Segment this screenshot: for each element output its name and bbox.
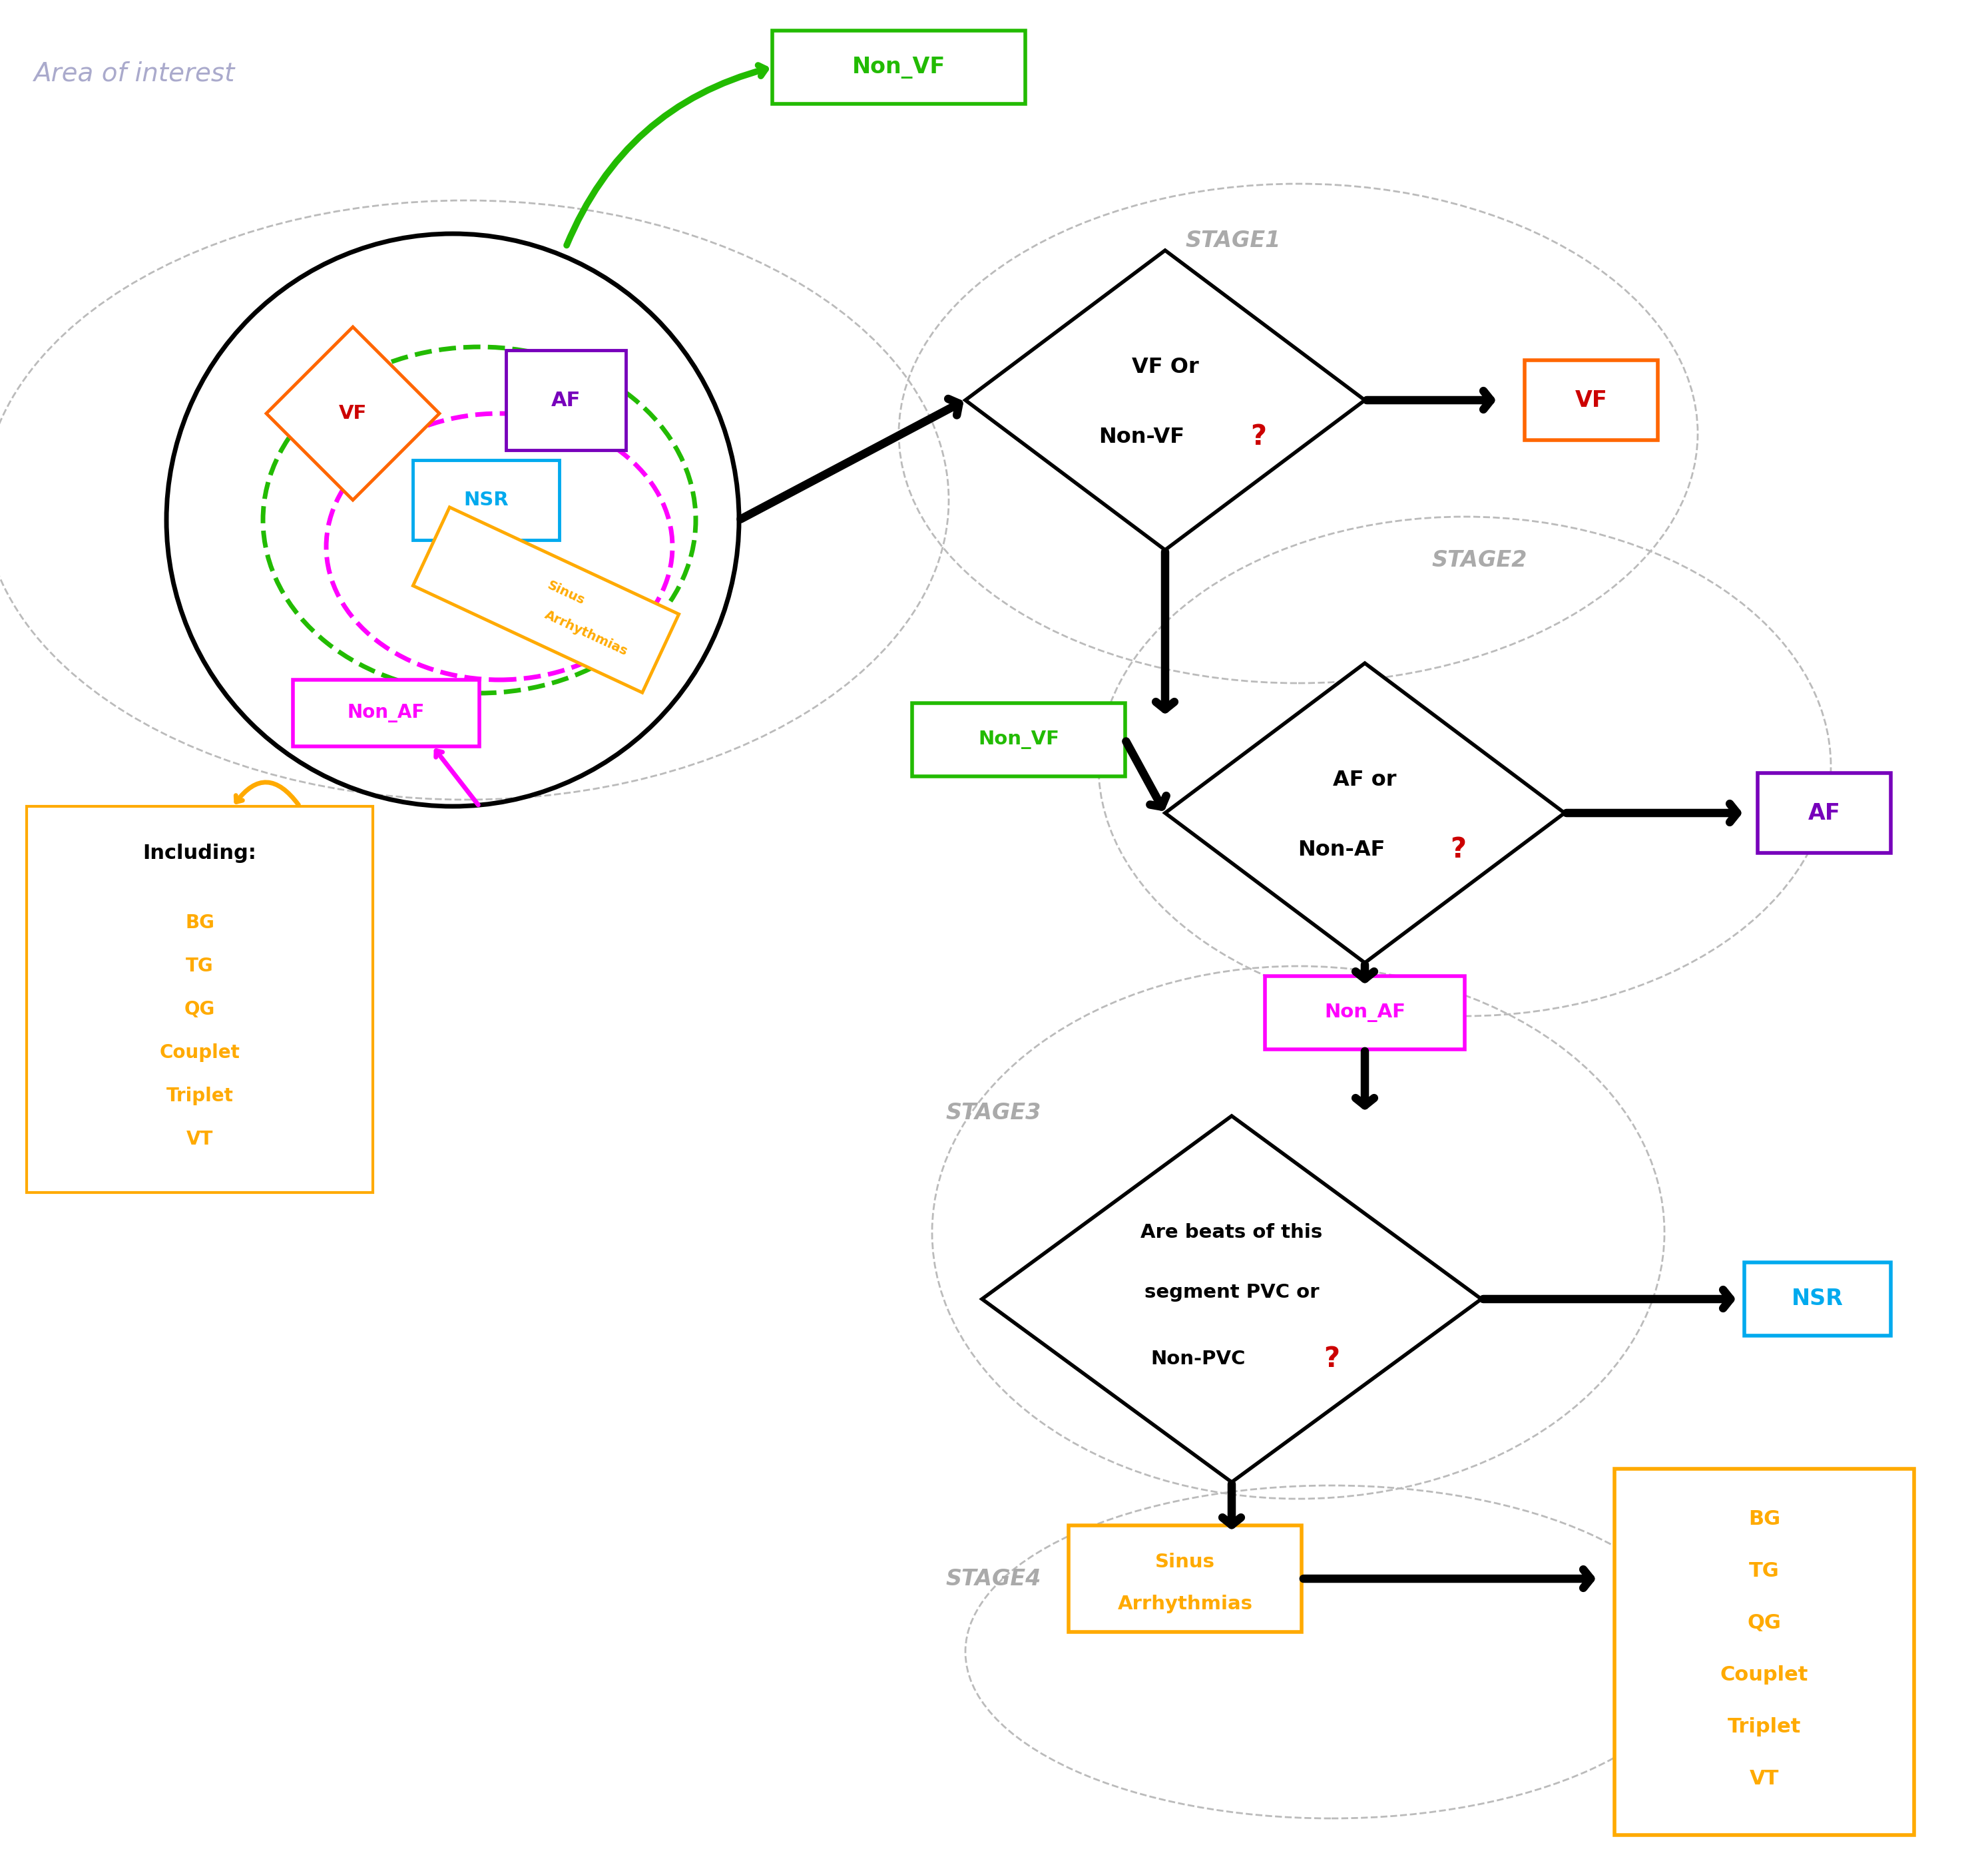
Text: Sinus: Sinus xyxy=(545,580,586,608)
Text: Non-AF: Non-AF xyxy=(1298,839,1386,860)
FancyArrowPatch shape xyxy=(435,752,479,806)
Bar xyxy=(771,30,1026,104)
Text: VT: VT xyxy=(187,1130,213,1149)
Text: Couplet: Couplet xyxy=(159,1043,241,1061)
Polygon shape xyxy=(1165,664,1565,962)
Text: Are beats of this: Are beats of this xyxy=(1141,1223,1322,1242)
Text: STAGE1: STAGE1 xyxy=(1185,229,1280,252)
Text: VF: VF xyxy=(338,405,368,423)
Text: BG: BG xyxy=(1747,1509,1781,1529)
Text: Non_AF: Non_AF xyxy=(348,703,425,722)
Text: STAGE4: STAGE4 xyxy=(946,1568,1042,1591)
Text: QG: QG xyxy=(1747,1613,1781,1632)
Polygon shape xyxy=(266,326,439,500)
Text: NSR: NSR xyxy=(1791,1289,1843,1309)
Text: BG: BG xyxy=(185,914,215,932)
Text: Non_VF: Non_VF xyxy=(978,731,1060,750)
Text: VF: VF xyxy=(1574,390,1608,410)
Polygon shape xyxy=(982,1115,1481,1483)
FancyArrowPatch shape xyxy=(567,65,765,246)
Text: VT: VT xyxy=(1749,1768,1779,1789)
Text: STAGE2: STAGE2 xyxy=(1431,550,1527,571)
Bar xyxy=(1757,772,1891,852)
Text: segment PVC or: segment PVC or xyxy=(1145,1283,1320,1302)
Bar xyxy=(26,806,374,1192)
Polygon shape xyxy=(414,507,678,692)
Text: Non_AF: Non_AF xyxy=(1324,1003,1406,1022)
Text: STAGE3: STAGE3 xyxy=(946,1102,1042,1125)
Bar xyxy=(1525,360,1658,440)
Text: QG: QG xyxy=(185,1000,215,1018)
Text: ?: ? xyxy=(1324,1345,1340,1373)
Bar xyxy=(292,681,479,746)
Bar xyxy=(507,351,626,449)
Text: Couplet: Couplet xyxy=(1720,1665,1809,1684)
Text: TG: TG xyxy=(185,957,213,975)
Text: AF or: AF or xyxy=(1334,770,1398,791)
Text: Arrhythmias: Arrhythmias xyxy=(543,608,630,658)
Bar xyxy=(414,461,559,541)
Text: Triplet: Triplet xyxy=(167,1087,233,1106)
Bar xyxy=(1614,1470,1914,1835)
Text: ?: ? xyxy=(1449,836,1465,863)
Bar xyxy=(1070,1526,1302,1632)
Text: VF Or: VF Or xyxy=(1131,356,1199,377)
Text: Non-VF: Non-VF xyxy=(1099,427,1185,448)
Text: Non_VF: Non_VF xyxy=(853,56,946,78)
Text: Triplet: Triplet xyxy=(1728,1718,1801,1736)
Text: Sinus: Sinus xyxy=(1155,1554,1215,1572)
Text: Arrhythmias: Arrhythmias xyxy=(1117,1595,1252,1613)
Text: NSR: NSR xyxy=(463,490,509,509)
Bar xyxy=(1264,975,1465,1050)
Polygon shape xyxy=(966,250,1366,550)
Text: Non-PVC: Non-PVC xyxy=(1151,1350,1246,1369)
FancyArrowPatch shape xyxy=(237,781,298,806)
Bar xyxy=(912,703,1125,776)
Text: Including:: Including: xyxy=(143,843,256,863)
Text: AF: AF xyxy=(551,390,580,410)
Text: Area of interest: Area of interest xyxy=(34,60,235,86)
Text: ?: ? xyxy=(1250,423,1266,451)
Bar xyxy=(1743,1263,1891,1335)
Text: AF: AF xyxy=(1807,802,1841,824)
Text: TG: TG xyxy=(1749,1561,1779,1580)
